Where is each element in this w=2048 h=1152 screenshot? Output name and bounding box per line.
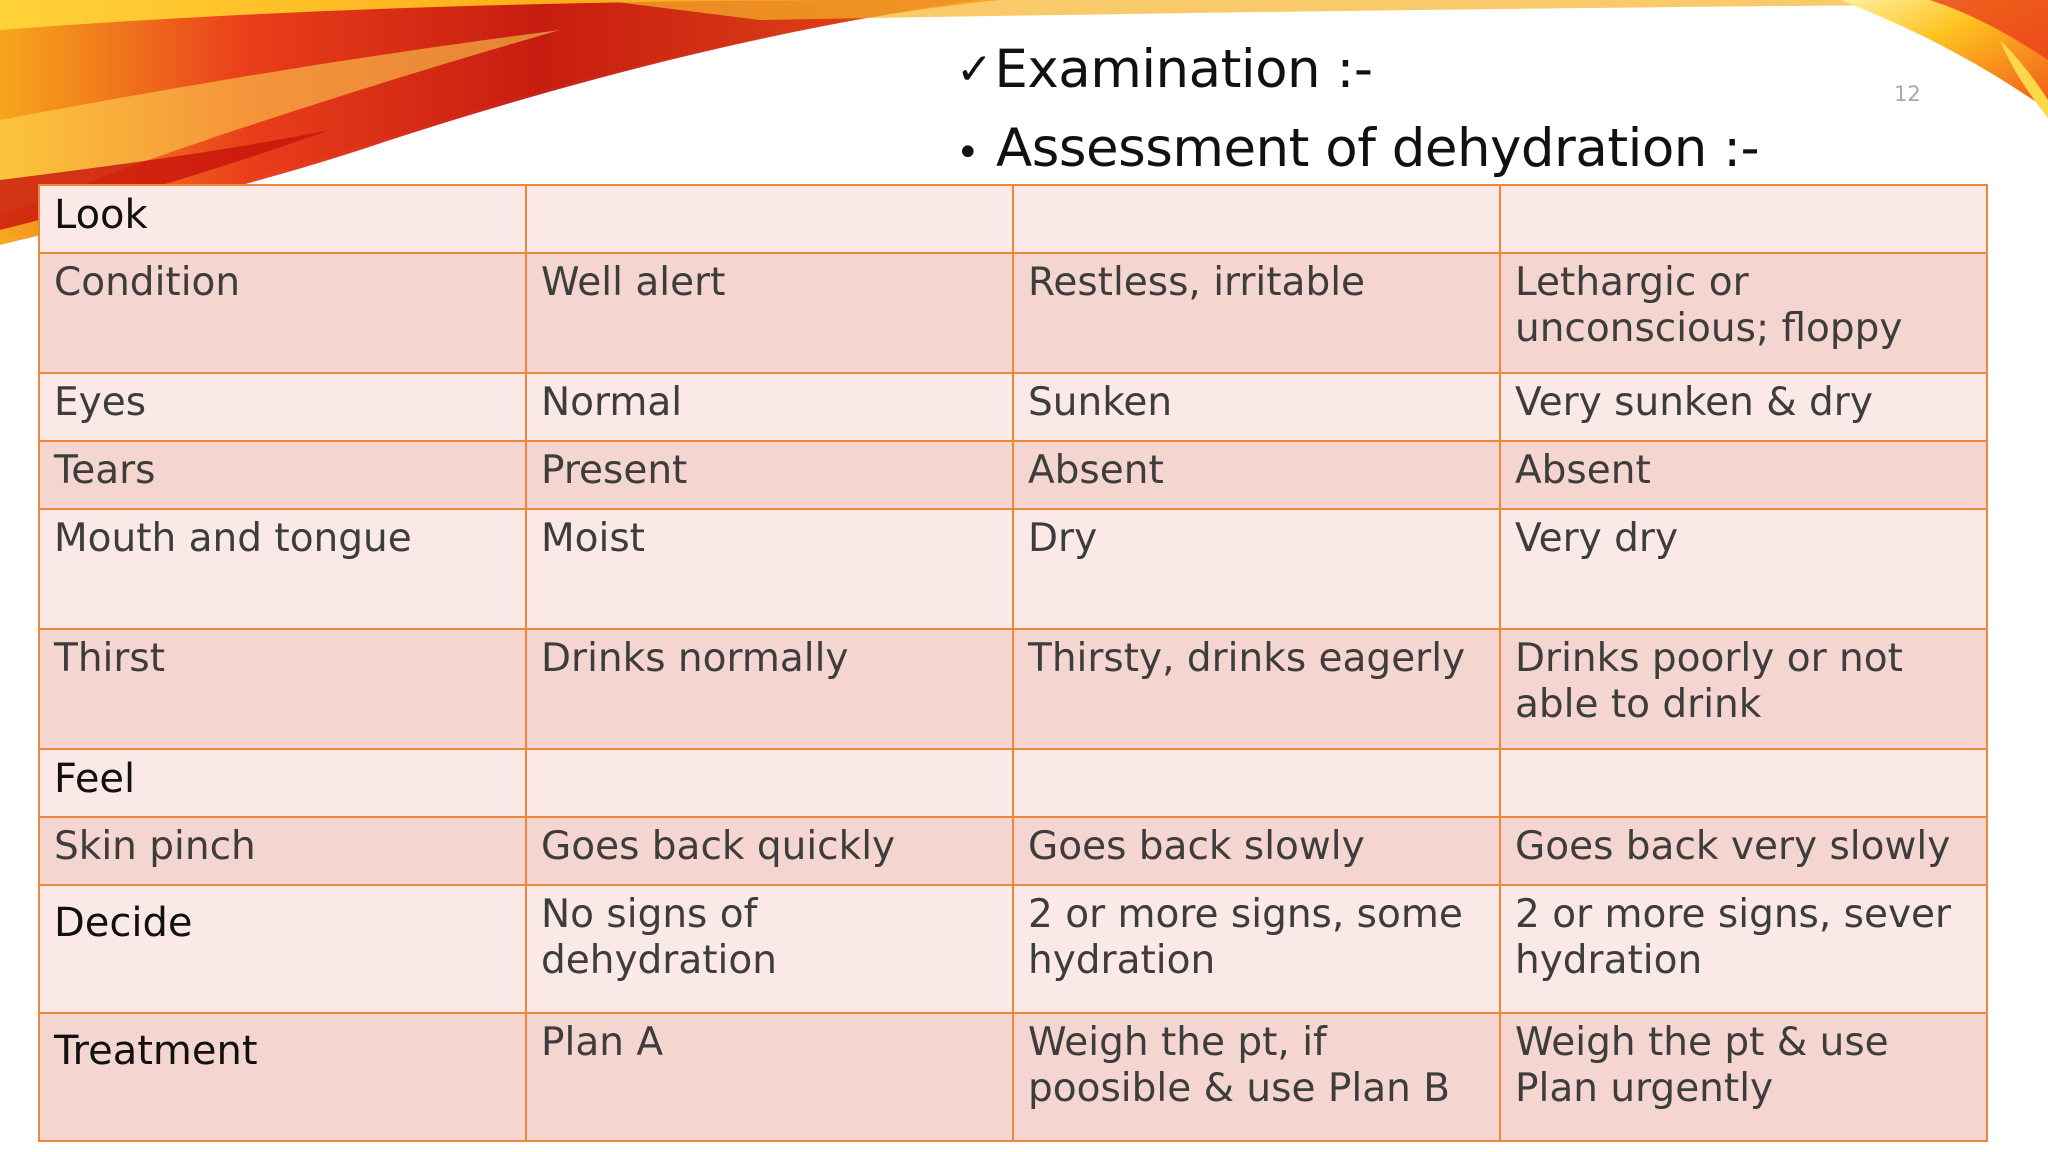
table-cell: Dry: [1012, 508, 1501, 630]
table-cell: 2 or more signs, sever hydration: [1499, 884, 1988, 1014]
heading-assessment: • Assessment of dehydration :-: [956, 113, 1760, 189]
heading-examination-text: Examination :-: [994, 39, 1373, 100]
table-cell: Goes back very slowly: [1499, 816, 1988, 886]
table-cell: Absent: [1499, 440, 1988, 510]
table-row-tears: Tears Present Absent Absent: [38, 440, 1988, 510]
table-cell: Goes back slowly: [1012, 816, 1501, 886]
table-cell: Feel: [38, 748, 527, 818]
table-cell: Tears: [38, 440, 527, 510]
table-row-condition: Condition Well alert Restless, irritable…: [38, 252, 1988, 374]
table-row-feel: Feel: [38, 748, 1988, 818]
table-cell: Treatment: [38, 1012, 527, 1142]
table-cell: [525, 748, 1014, 818]
table-cell: [1499, 184, 1988, 254]
table-cell: Condition: [38, 252, 527, 374]
table-cell: [1499, 748, 1988, 818]
slide-number: 12: [1894, 82, 1921, 106]
table-cell: Lethargic or unconscious; floppy: [1499, 252, 1988, 374]
table-cell: [1012, 748, 1501, 818]
table-cell: [525, 184, 1014, 254]
table-cell: Weigh the pt & use Plan urgently: [1499, 1012, 1988, 1142]
table-cell: Decide: [38, 884, 527, 1014]
table-cell: Mouth and tongue: [38, 508, 527, 630]
table-cell: Plan A: [525, 1012, 1014, 1142]
table-cell: Drinks normally: [525, 628, 1014, 750]
table-cell: Present: [525, 440, 1014, 510]
table-cell: Normal: [525, 372, 1014, 442]
table-row-skin-pinch: Skin pinch Goes back quickly Goes back s…: [38, 816, 1988, 886]
table-cell: Very sunken & dry: [1499, 372, 1988, 442]
table-cell: Very dry: [1499, 508, 1988, 630]
table-row-decide: Decide No signs of dehydration 2 or more…: [38, 884, 1988, 1014]
table-cell: Well alert: [525, 252, 1014, 374]
check-mark-icon: ✓: [956, 44, 993, 95]
table-cell: Skin pinch: [38, 816, 527, 886]
table-cell: Goes back quickly: [525, 816, 1014, 886]
table-cell: 2 or more signs, some hydration: [1012, 884, 1501, 1014]
table-cell: [1012, 184, 1501, 254]
table-cell: Drinks poorly or not able to drink: [1499, 628, 1988, 750]
table-row-mouth-and-tongue: Mouth and tongue Moist Dry Very dry: [38, 508, 1988, 630]
table-cell: Weigh the pt, if poosible & use Plan B: [1012, 1012, 1501, 1142]
table-cell: Eyes: [38, 372, 527, 442]
table-row-treatment: Treatment Plan A Weigh the pt, if poosib…: [38, 1012, 1988, 1142]
bullet-icon: •: [956, 130, 980, 176]
table-cell: Absent: [1012, 440, 1501, 510]
table-row-thirst: Thirst Drinks normally Thirsty, drinks e…: [38, 628, 1988, 750]
table-cell: Sunken: [1012, 372, 1501, 442]
table-cell: Thirsty, drinks eagerly: [1012, 628, 1501, 750]
heading-assessment-text: Assessment of dehydration :-: [996, 118, 1760, 179]
table-row-look: Look: [38, 184, 1988, 254]
table-cell: Thirst: [38, 628, 527, 750]
dehydration-assessment-table: Look Condition Well alert Restless, irri…: [38, 184, 1988, 1142]
table-cell: Moist: [525, 508, 1014, 630]
heading-examination: ✓Examination :-: [956, 34, 1373, 106]
table-cell: Restless, irritable: [1012, 252, 1501, 374]
table-cell: No signs of dehydration: [525, 884, 1014, 1014]
table-row-eyes: Eyes Normal Sunken Very sunken & dry: [38, 372, 1988, 442]
table-cell: Look: [38, 184, 527, 254]
